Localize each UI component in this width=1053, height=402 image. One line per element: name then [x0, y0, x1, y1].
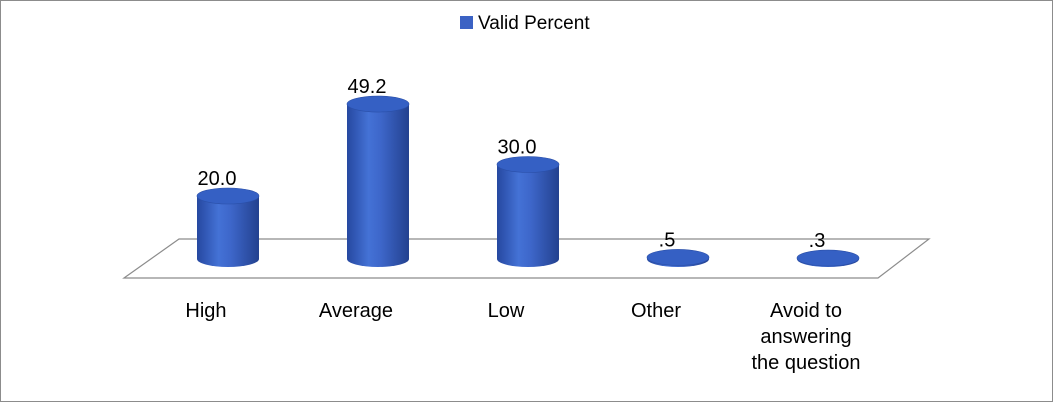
bar [796, 249, 860, 267]
bar-body [497, 164, 559, 267]
data-label: 30.0 [498, 137, 537, 159]
bar [646, 249, 710, 267]
category-label-line: Avoid to [770, 300, 842, 322]
bar [196, 187, 260, 267]
legend-label: Valid Percent [478, 13, 590, 34]
legend: Valid Percent [460, 13, 590, 34]
data-label: .5 [659, 229, 676, 251]
category-label: Other [631, 300, 681, 322]
category-label-line: answering [760, 326, 851, 348]
bar [496, 156, 560, 267]
category-label: High [185, 300, 226, 322]
bar-top [496, 156, 560, 173]
bar-top [796, 249, 860, 267]
bar-body [347, 104, 409, 268]
bar [346, 95, 410, 268]
bar-top [196, 187, 260, 205]
category-label-line: Average [319, 300, 393, 322]
bar-top [346, 95, 410, 113]
category-label: Average [319, 300, 393, 322]
category-labels-layer: High Average Low Other Avoid to answering the … [185, 300, 860, 374]
bar-top [646, 249, 710, 266]
bars-layer [196, 95, 860, 268]
data-label: 49.2 [348, 76, 387, 98]
category-label: Avoid to answering the question [752, 300, 861, 374]
data-label: .3 [809, 230, 826, 252]
category-label-line: the question [752, 352, 861, 374]
category-label-line: Low [488, 300, 525, 322]
category-label-line: Other [631, 300, 681, 322]
legend-swatch [460, 16, 473, 29]
category-label: Low [488, 300, 525, 322]
data-label: 20.0 [198, 168, 237, 190]
category-label-line: High [185, 300, 226, 322]
bar-body [197, 196, 259, 267]
data-labels-layer: 20.0 49.2 30.0 .5 .3 [198, 76, 826, 252]
